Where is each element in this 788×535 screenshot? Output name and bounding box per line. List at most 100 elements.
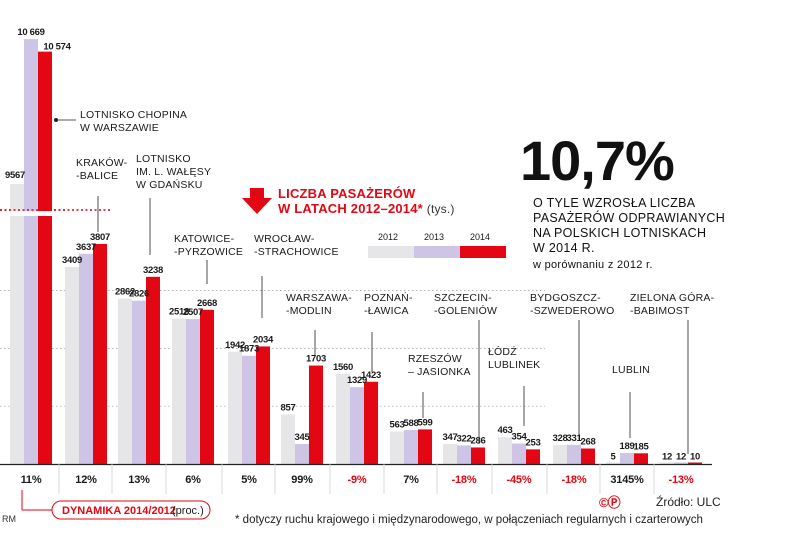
value-label: 9567 bbox=[5, 170, 25, 181]
value-label: 347 bbox=[443, 432, 458, 443]
bar bbox=[606, 462, 620, 464]
bar bbox=[65, 266, 79, 464]
value-label: 345 bbox=[295, 432, 311, 443]
value-label: 268 bbox=[581, 437, 596, 448]
legend-swatch bbox=[414, 246, 460, 258]
value-label: 354 bbox=[512, 432, 528, 443]
headline-subtitle: w porównaniu z 2012 r. bbox=[533, 259, 653, 271]
value-label: 1873 bbox=[239, 344, 259, 355]
dynamics-value: 99% bbox=[291, 474, 313, 486]
category-label: -ŁAWICA bbox=[364, 305, 409, 317]
bar bbox=[256, 346, 270, 464]
dynamics-value: 3145% bbox=[610, 474, 644, 486]
dynamics-value: -13% bbox=[669, 474, 694, 486]
value-label: 1329 bbox=[347, 375, 367, 386]
dynamics-value: 13% bbox=[128, 474, 150, 486]
value-label: 1560 bbox=[333, 362, 353, 373]
axis-break-gap bbox=[0, 211, 64, 216]
value-label: 588 bbox=[404, 418, 419, 429]
value-label: 563 bbox=[390, 419, 405, 430]
dynamics-value: 12% bbox=[75, 474, 97, 486]
bar bbox=[581, 448, 595, 464]
copyright-mark: ©Ⓟ bbox=[599, 495, 621, 510]
category-label: -BABIMOST bbox=[630, 305, 690, 317]
chart-title-line2: W LATACH 2012–2014* bbox=[278, 201, 423, 216]
dynamics-value: 7% bbox=[403, 474, 419, 486]
bar bbox=[512, 443, 526, 464]
value-label: 10 574 bbox=[43, 42, 71, 53]
category-label: -BALICE bbox=[76, 170, 118, 182]
value-label: 599 bbox=[418, 417, 433, 428]
leader-dot bbox=[54, 118, 58, 122]
dynamics-value: 11% bbox=[21, 474, 42, 486]
legend-swatch bbox=[460, 246, 506, 258]
bar bbox=[200, 309, 214, 464]
bar bbox=[418, 429, 432, 464]
headline-desc-line: W 2014 R. bbox=[533, 241, 595, 255]
bar bbox=[498, 437, 512, 464]
category-label: KATOWICE- bbox=[174, 233, 235, 245]
category-label: W WARSZAWIE bbox=[80, 122, 159, 134]
bar bbox=[350, 387, 364, 464]
dynamics-value: 6% bbox=[185, 474, 201, 486]
bar bbox=[688, 462, 702, 464]
headline-desc-line: PASAŻERÓW ODPRAWIANYCH bbox=[533, 211, 726, 225]
bar bbox=[336, 373, 350, 464]
chart-title: LICZBA PASAŻERÓW W LATACH 2012–2014* (ty… bbox=[278, 186, 455, 217]
value-label: 1703 bbox=[306, 354, 326, 365]
bar bbox=[118, 298, 132, 464]
value-label: 3238 bbox=[143, 265, 163, 276]
category-label: LOTNISKO bbox=[136, 153, 191, 165]
value-label: 3409 bbox=[62, 255, 82, 266]
category-label: ZIELONA GÓRA- bbox=[630, 291, 715, 304]
category-label: LOTNISKO CHOPINA bbox=[80, 109, 187, 121]
category-label: BYDGOSZCZ- bbox=[530, 292, 601, 304]
category-label: SZCZECIN- bbox=[434, 292, 492, 304]
author-credit: RM bbox=[2, 514, 16, 524]
bar bbox=[228, 351, 242, 464]
value-label: 331 bbox=[567, 433, 583, 444]
value-label: 2668 bbox=[197, 298, 217, 309]
category-label: -GOLENIÓW bbox=[434, 304, 497, 317]
bar bbox=[281, 414, 295, 464]
value-label: 2862 bbox=[115, 287, 135, 298]
dynamics-unit: (proc.) bbox=[172, 505, 204, 517]
bar bbox=[309, 365, 323, 464]
bar bbox=[10, 184, 24, 465]
arrow-down-icon bbox=[242, 188, 272, 214]
dynamics-label: DYNAMIKA 2014/2012 bbox=[62, 505, 176, 517]
headline-description: O TYLE WZROSŁA LICZBA PASAŻERÓW ODPRAWIA… bbox=[533, 196, 725, 273]
bar bbox=[38, 51, 52, 465]
value-label: 2518 bbox=[169, 306, 189, 317]
bar bbox=[634, 453, 648, 464]
value-label: 1942 bbox=[225, 340, 245, 351]
value-label: 857 bbox=[281, 402, 296, 413]
value-label: 322 bbox=[457, 433, 472, 444]
legend-label: 2014 bbox=[470, 232, 490, 242]
bar bbox=[553, 445, 567, 464]
category-label: -SZWEDEROWO bbox=[530, 305, 614, 317]
value-label: 2034 bbox=[253, 334, 274, 345]
value-label: 286 bbox=[471, 435, 486, 446]
bar bbox=[620, 453, 634, 464]
category-label: ŁÓDŹ bbox=[488, 345, 517, 358]
value-label: 185 bbox=[634, 441, 650, 452]
legend-label: 2013 bbox=[424, 232, 444, 242]
bar bbox=[172, 318, 186, 464]
dynamics-value: 5% bbox=[241, 474, 257, 486]
bar bbox=[295, 444, 309, 464]
bar bbox=[567, 444, 581, 464]
bar bbox=[364, 381, 378, 464]
value-label: 12 bbox=[676, 451, 686, 462]
value-label: 189 bbox=[620, 441, 635, 452]
legend-label: 2012 bbox=[378, 232, 398, 242]
value-label: 2507 bbox=[183, 307, 203, 318]
category-label: IM. L. WAŁĘSY bbox=[136, 166, 211, 178]
category-label: POZNAŃ- bbox=[364, 291, 413, 304]
bar bbox=[457, 445, 471, 464]
value-label: 10 669 bbox=[17, 27, 44, 38]
value-label: 253 bbox=[526, 437, 541, 448]
bar bbox=[674, 462, 688, 464]
value-label: 5 bbox=[611, 452, 617, 463]
dynamics-value: -18% bbox=[452, 474, 477, 486]
